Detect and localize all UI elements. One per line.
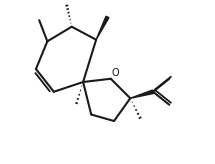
Polygon shape [96, 16, 109, 40]
Text: O: O [111, 68, 119, 78]
Polygon shape [130, 90, 154, 98]
